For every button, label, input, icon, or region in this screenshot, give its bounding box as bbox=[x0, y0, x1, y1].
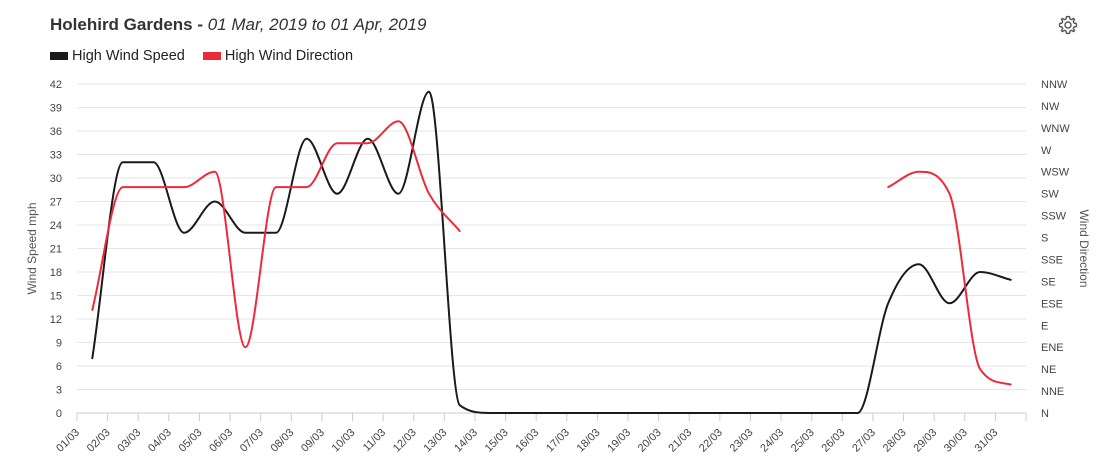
x-tick-label: 28/03 bbox=[881, 427, 909, 455]
y-left-tick-label: 6 bbox=[56, 361, 62, 373]
x-tick-label: 03/03 bbox=[115, 427, 143, 455]
gear-icon[interactable] bbox=[1058, 15, 1078, 35]
gear-icon-graphic bbox=[1058, 15, 1078, 35]
y-left-tick-label: 9 bbox=[56, 338, 62, 350]
legend-item-speed[interactable]: High Wind Speed bbox=[50, 48, 185, 64]
y-right-tick-label: SSW bbox=[1041, 211, 1067, 223]
x-tick-label: 15/03 bbox=[483, 427, 511, 455]
y-right-tick-label: W bbox=[1041, 145, 1052, 157]
x-tick-label: 31/03 bbox=[973, 427, 1001, 455]
y-right-tick-label: NE bbox=[1041, 364, 1056, 376]
y-right-tick-label: SSE bbox=[1041, 254, 1063, 266]
y-right-tick-label: E bbox=[1041, 320, 1048, 332]
x-tick-label: 16/03 bbox=[513, 427, 541, 455]
y-left-tick-label: 27 bbox=[50, 197, 62, 209]
x-tick-label: 07/03 bbox=[238, 427, 266, 455]
y-left-tick-label: 18 bbox=[50, 267, 62, 279]
station-name: Holehird Gardens bbox=[50, 15, 193, 34]
date-range: 01 Mar, 2019 to 01 Apr, 2019 bbox=[207, 15, 427, 34]
x-tick-label: 20/03 bbox=[636, 427, 664, 455]
x-tick-label: 09/03 bbox=[299, 427, 327, 455]
y-left-tick-label: 15 bbox=[50, 291, 62, 303]
y-right-tick-label: WSW bbox=[1041, 167, 1070, 179]
x-tick-label: 29/03 bbox=[911, 427, 939, 455]
chart-title: Holehird Gardens - 01 Mar, 2019 to 01 Ap… bbox=[50, 15, 426, 35]
y-right-tick-label: S bbox=[1041, 233, 1048, 245]
x-tick-label: 24/03 bbox=[758, 427, 786, 455]
y-right-tick-label: NNW bbox=[1041, 79, 1068, 91]
y-right-tick-label: SW bbox=[1041, 189, 1059, 201]
legend-item-direction[interactable]: High Wind Direction bbox=[202, 48, 354, 64]
x-tick-label: 18/03 bbox=[575, 427, 603, 455]
y-right-tick-label: NW bbox=[1041, 101, 1060, 113]
y-left-tick-label: 42 bbox=[50, 79, 62, 91]
y-left-tick-label: 39 bbox=[50, 103, 62, 115]
x-tick-label: 27/03 bbox=[850, 427, 878, 455]
title-separator: - bbox=[192, 15, 208, 34]
y-left-tick-label: 36 bbox=[50, 126, 62, 138]
legend-swatch-direction bbox=[202, 52, 221, 60]
y-left-tick-label: 24 bbox=[50, 220, 62, 232]
x-tick-label: 21/03 bbox=[666, 427, 694, 455]
y-right-tick-label: SE bbox=[1041, 276, 1056, 288]
x-tick-label: 02/03 bbox=[85, 427, 113, 455]
x-tick-label: 22/03 bbox=[697, 427, 725, 455]
x-tick-label: 25/03 bbox=[789, 427, 817, 455]
y-left-axis-title: Wind Speed mph bbox=[25, 202, 39, 294]
x-tick-label: 10/03 bbox=[330, 427, 358, 455]
x-tick-label: 17/03 bbox=[544, 427, 572, 455]
y-right-tick-label: N bbox=[1041, 408, 1049, 420]
y-left-tick-label: 33 bbox=[50, 150, 62, 162]
y-left-tick-label: 12 bbox=[50, 314, 62, 326]
y-left-tick-label: 0 bbox=[56, 408, 62, 420]
x-tick-label: 11/03 bbox=[361, 427, 388, 454]
x-tick-label: 30/03 bbox=[942, 427, 970, 455]
y-right-tick-label: NNE bbox=[1041, 386, 1064, 398]
x-tick-label: 04/03 bbox=[146, 427, 174, 455]
y-left-tick-label: 30 bbox=[50, 173, 62, 185]
legend-swatch-speed bbox=[50, 52, 68, 60]
y-right-tick-label: ESE bbox=[1041, 298, 1063, 310]
series-line-wind-speed bbox=[91, 90, 1012, 415]
x-tick-label: 12/03 bbox=[391, 427, 419, 455]
x-tick-label: 06/03 bbox=[207, 427, 235, 455]
legend-label-direction: High Wind Direction bbox=[224, 48, 354, 64]
y-right-axis-title: Wind Direction bbox=[1077, 209, 1091, 287]
series-line-wind-direction bbox=[91, 120, 461, 349]
x-tick-label: 14/03 bbox=[452, 427, 480, 455]
x-tick-label: 01/03 bbox=[54, 427, 82, 455]
x-tick-label: 26/03 bbox=[819, 427, 847, 455]
x-tick-label: 23/03 bbox=[728, 427, 756, 455]
series-line-wind-direction bbox=[887, 170, 1012, 386]
x-tick-label: 19/03 bbox=[605, 427, 633, 455]
y-left-tick-label: 3 bbox=[56, 385, 62, 397]
x-tick-label: 05/03 bbox=[177, 427, 205, 455]
x-tick-label: 13/03 bbox=[422, 427, 450, 455]
y-right-tick-label: WNW bbox=[1041, 123, 1070, 135]
y-left-tick-label: 21 bbox=[50, 244, 62, 256]
y-right-tick-label: ENE bbox=[1041, 342, 1064, 354]
legend-label-speed: High Wind Speed bbox=[72, 48, 185, 64]
x-tick-label: 08/03 bbox=[268, 427, 296, 455]
legend: High Wind Speed High Wind Direction bbox=[50, 48, 367, 64]
